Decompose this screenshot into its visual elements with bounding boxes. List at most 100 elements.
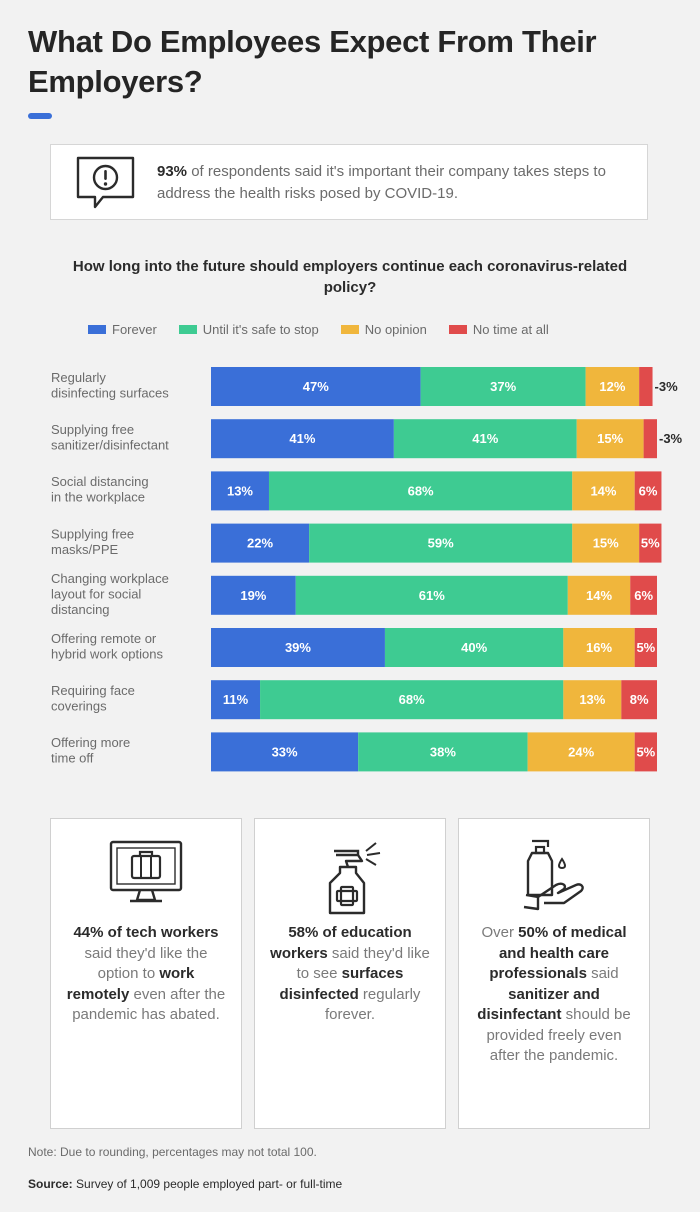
category-label: Offering more time off [51, 735, 130, 766]
bar-segment-forever [211, 523, 310, 563]
category-label-line: Regularly [51, 370, 106, 385]
legend-label-no-time: No time at all [472, 321, 549, 337]
data-label: 5% [636, 640, 655, 655]
bar-segment-no-opinion [563, 680, 622, 720]
data-label: 24% [568, 744, 594, 759]
card-text-part: Over [481, 924, 519, 941]
bar-segment-forever [211, 419, 394, 459]
bar-segment-forever [211, 575, 296, 615]
bar-segment-no-time [634, 732, 657, 772]
bar-segment-until-safe [420, 367, 586, 406]
stat-card-tech-workers: 44% of tech workers said they'd like the… [50, 818, 242, 1129]
card-text-part: surfaces disinfected [279, 965, 404, 1003]
data-label: -3% [659, 431, 683, 446]
category-label-line: hybrid work options [51, 646, 163, 661]
bar-segment-until-safe [260, 680, 564, 720]
legend-swatch-until-safe [178, 324, 197, 334]
category-label-line: sanitizer/disinfectant [51, 437, 169, 452]
legend-swatch-forever [88, 324, 106, 334]
data-label: 33% [272, 744, 298, 759]
category-label-line: Offering more [51, 735, 130, 750]
data-label: 16% [586, 640, 612, 655]
card-text-part: 44% of tech workers [73, 924, 219, 941]
card-text-part: said they'd like to see [296, 944, 430, 983]
bar-segment-until-safe [268, 471, 573, 511]
monitor-briefcase-icon [108, 837, 184, 912]
stat-card-medical-workers: Over 50% of medical and health care prof… [458, 818, 650, 1129]
chart-legend: Forever Until it's safe to stop No opini… [88, 319, 571, 339]
bar-segment-no-time [639, 523, 662, 563]
category-label-line: Requiring face [51, 683, 135, 698]
bar-segment-no-opinion [585, 367, 640, 406]
category-label-line: coverings [51, 698, 107, 713]
callout-body: of respondents said it's important their… [157, 163, 606, 202]
legend-swatch-no-opinion [340, 324, 359, 334]
category-label: Regularly disinfecting surfaces [51, 370, 169, 401]
bar-segment-no-opinion [567, 575, 631, 615]
category-label-line: Offering remote or [51, 631, 157, 646]
category-label-line: distancing [51, 602, 110, 617]
category-label-line: Social distancing [51, 474, 149, 489]
legend-item-until-safe: Until it's safe to stop [178, 322, 319, 337]
bar-segment-no-opinion [572, 471, 635, 511]
legend-swatch-no-time [448, 324, 467, 334]
data-label: 68% [408, 483, 434, 498]
bar-segment-no-time [630, 575, 657, 615]
card-text-part: should be provided freely even after the… [486, 1006, 631, 1064]
category-label: Offering remote or hybrid work options [51, 631, 163, 662]
page-title: What Do Employees Expect From Their Empl… [28, 24, 597, 99]
bar-segment-forever [211, 628, 385, 667]
card-text-part: regularly forever. [324, 985, 421, 1024]
title-accent-bar [28, 113, 52, 119]
card-text: 58% of education workers said they'd lik… [269, 923, 431, 1026]
data-label: 41% [472, 431, 498, 446]
bar-segment-no-time [639, 367, 653, 406]
data-label: 14% [586, 588, 612, 603]
category-label-line: in the workplace [51, 490, 145, 505]
category-label-line: Changing workplace [51, 571, 169, 586]
data-label: 5% [641, 536, 660, 551]
bar-segment-no-time [634, 471, 662, 511]
data-label: 59% [428, 536, 454, 551]
bar-segment-until-safe [384, 628, 564, 667]
data-label: 61% [419, 588, 445, 603]
sanitizer-hand-icon [514, 837, 594, 918]
data-label: 19% [240, 588, 266, 603]
bar-segment-forever [211, 680, 261, 720]
bar-segment-forever [211, 367, 421, 406]
data-label: -3% [655, 379, 679, 394]
card-text-part: said [586, 965, 619, 982]
card-text-part: said they'd like the option to [84, 944, 208, 983]
bar-segment-no-time [643, 419, 657, 459]
bar-segment-no-time [621, 680, 657, 720]
category-label: Social distancing in the workplace [51, 474, 149, 505]
category-label: Requiring face coverings [51, 683, 135, 714]
legend-label-forever: Forever [112, 321, 157, 337]
chart-title: How long into the future should employer… [72, 258, 628, 296]
data-label: 5% [636, 744, 655, 759]
card-text: 44% of tech workers said they'd like the… [65, 923, 227, 1026]
category-label-line: masks/PPE [51, 542, 119, 557]
category-label-line: disinfecting surfaces [51, 385, 169, 400]
data-label: 12% [599, 379, 625, 394]
legend-item-no-opinion: No opinion [340, 321, 427, 337]
data-label: 47% [303, 379, 329, 394]
legend-label-no-opinion: No opinion [364, 321, 427, 337]
callout-box: 93% of respondents said it's important t… [50, 144, 648, 220]
bar-segment-no-time [634, 628, 657, 667]
data-label: 15% [597, 431, 623, 446]
bar-segment-no-opinion [576, 419, 644, 459]
bar-segment-until-safe [393, 419, 577, 459]
bar-segment-no-opinion [572, 523, 640, 563]
card-text-part: 50% of medical and health care professio… [489, 924, 627, 982]
bar-segment-until-safe [295, 575, 568, 615]
footnote: Note: Due to rounding, percentages may n… [28, 1145, 317, 1159]
legend-item-forever: Forever [88, 322, 157, 337]
bar-segment-no-opinion [563, 628, 635, 667]
data-label: 15% [593, 536, 619, 551]
category-label-line: layout for social [51, 586, 141, 601]
category-label: Changing workplace layout for social dista… [51, 571, 169, 617]
data-label: 6% [634, 588, 653, 603]
data-label: 39% [285, 640, 311, 655]
card-text-part: work remotely [66, 965, 195, 1003]
